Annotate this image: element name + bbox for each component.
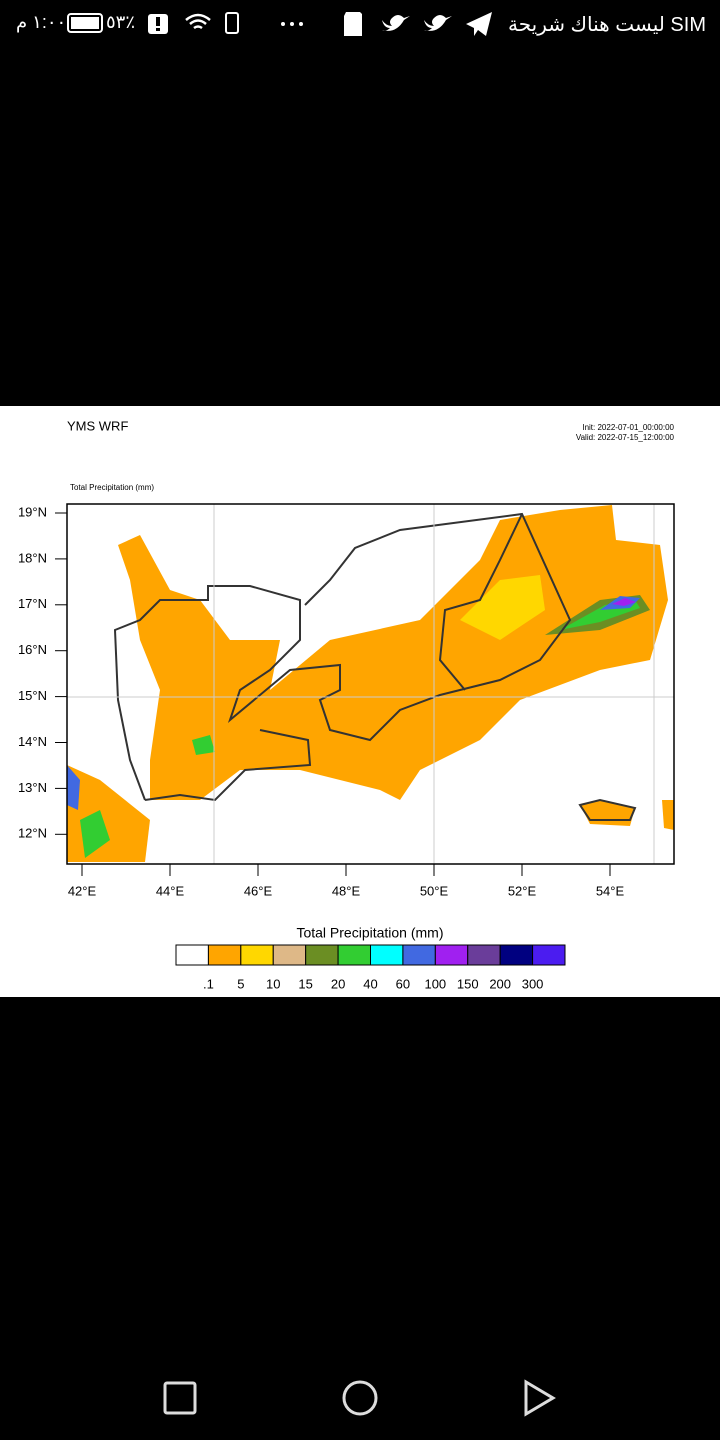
lat-label: 15°N: [18, 688, 47, 703]
nav-bar: [163, 1379, 556, 1417]
back-button[interactable]: [524, 1379, 556, 1417]
status-icons: [67, 12, 492, 36]
colorbar: .1 5 10 15 20 40 60 100 150 200 300: [175, 944, 566, 991]
colorbar-swatch: [467, 944, 501, 966]
colorbar-label: 5: [237, 976, 244, 991]
status-bar: ١:٠٠ م ٥٣٪ ليست هناك شريحة SIM: [0, 0, 720, 48]
lon-label: 54°E: [596, 883, 625, 898]
colorbar-label: 15: [298, 976, 312, 991]
lat-axis: 19°N 18°N 17°N 16°N 15°N 14°N 13°N 12°N: [18, 504, 67, 841]
lat-label: 17°N: [18, 596, 47, 611]
map-subtitle: Total Precipitation (mm): [70, 483, 154, 492]
lon-label: 42°E: [68, 883, 97, 898]
borders: [113, 512, 637, 821]
colorbar-swatch: [402, 944, 436, 966]
lon-axis: 42°E 44°E 46°E 48°E 50°E 52°E 54°E: [68, 864, 625, 898]
colorbar-label: 150: [457, 976, 479, 991]
carrier: ليست هناك شريحة SIM: [508, 14, 706, 36]
colorbar-title: Total Precipitation (mm): [296, 925, 443, 941]
grid: [67, 504, 674, 864]
colorbar-label: 10: [266, 976, 280, 991]
colorbar-label: 20: [331, 976, 345, 991]
colorbar-swatch: [272, 944, 307, 966]
colorbar-swatch: [240, 944, 274, 966]
colorbar-label: 300: [522, 976, 544, 991]
map-frame: [66, 503, 675, 865]
lat-label: 14°N: [18, 734, 47, 749]
lat-label: 12°N: [18, 826, 47, 841]
colorbar-swatch: [434, 944, 469, 966]
lon-label: 50°E: [420, 883, 449, 898]
clock: ١:٠٠ م: [16, 12, 67, 32]
lon-label: 52°E: [508, 883, 537, 898]
colorbar-label: 200: [489, 976, 511, 991]
colorbar-swatch: [305, 944, 339, 966]
init-time: Init: 2022-07-01_00:00:00: [582, 423, 674, 432]
colorbar-swatch: [207, 944, 242, 966]
lon-label: 46°E: [244, 883, 273, 898]
map-title: YMS WRF: [67, 418, 128, 433]
colorbar-label: 100: [424, 976, 446, 991]
valid-time: Valid: 2022-07-15_12:00:00: [576, 433, 675, 442]
lat-label: 13°N: [18, 780, 47, 795]
battery-level: ٥٣٪: [106, 12, 136, 32]
colorbar-label: 60: [396, 976, 410, 991]
lon-label: 44°E: [156, 883, 185, 898]
recent-apps-button[interactable]: [163, 1381, 197, 1415]
colorbar-swatch: [370, 944, 404, 966]
colorbar-label: .1: [203, 976, 214, 991]
home-button[interactable]: [342, 1380, 378, 1416]
lat-label: 18°N: [18, 550, 47, 565]
colorbar-swatch: [499, 944, 534, 966]
lon-label: 48°E: [332, 883, 361, 898]
precip-field: [67, 505, 674, 862]
colorbar-label: 40: [363, 976, 377, 991]
colorbar-swatch: [337, 944, 372, 966]
lat-label: 19°N: [18, 504, 47, 519]
lat-label: 16°N: [18, 642, 47, 657]
colorbar-swatch: [175, 944, 209, 966]
colorbar-swatch: [532, 944, 566, 966]
